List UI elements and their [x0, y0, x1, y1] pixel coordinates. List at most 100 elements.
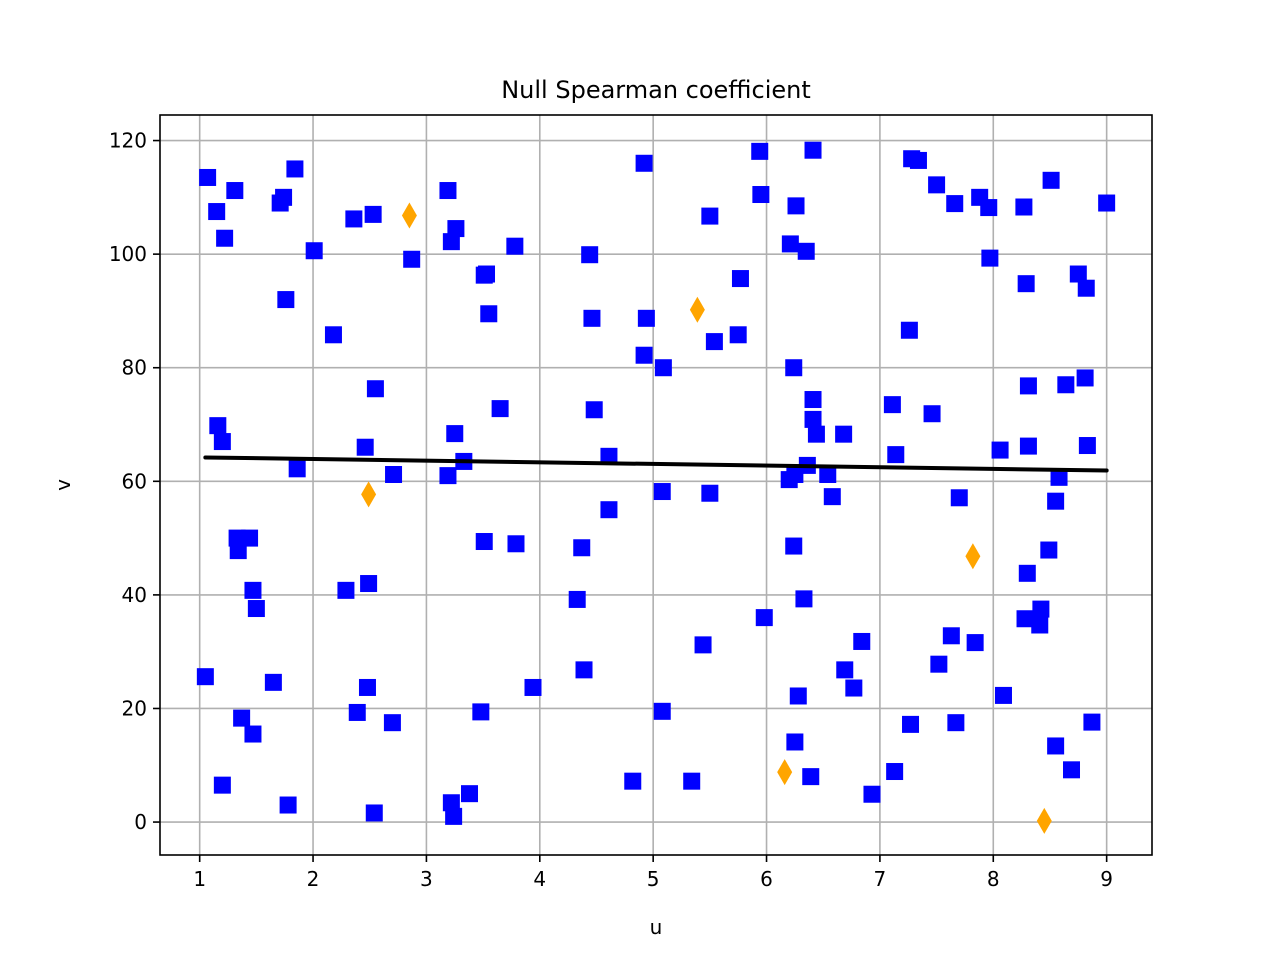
data-point — [853, 632, 871, 650]
data-point — [286, 160, 304, 178]
data-point — [1017, 275, 1035, 293]
data-point — [1076, 369, 1094, 387]
data-point — [845, 679, 863, 697]
data-point — [226, 182, 244, 200]
x-tick-label: 8 — [987, 867, 1000, 891]
outlier-point — [401, 202, 417, 229]
data-point — [1047, 737, 1065, 755]
data-point — [785, 359, 803, 377]
data-point — [366, 380, 384, 398]
data-point — [264, 673, 282, 691]
data-point — [786, 733, 804, 751]
data-point — [345, 210, 363, 228]
y-tick-label: 100 — [109, 242, 147, 266]
outlier-point — [965, 543, 981, 570]
data-point — [445, 807, 463, 825]
data-point — [241, 529, 259, 547]
data-point — [624, 772, 642, 790]
y-tick-label: 60 — [122, 469, 147, 493]
data-point — [244, 581, 262, 599]
data-point — [213, 433, 231, 451]
data-point — [683, 772, 701, 790]
x-tick-label: 2 — [307, 867, 320, 891]
data-point — [789, 687, 807, 705]
data-point — [883, 396, 901, 414]
data-point — [1032, 600, 1050, 618]
data-point — [886, 763, 904, 781]
data-point — [1016, 610, 1034, 628]
data-point — [365, 804, 383, 822]
x-axis-label: u — [650, 915, 663, 939]
data-point — [966, 634, 984, 652]
data-point — [208, 203, 226, 221]
data-point — [442, 794, 460, 812]
data-point — [581, 246, 599, 264]
data-point — [1050, 468, 1068, 486]
data-point — [275, 188, 293, 206]
data-point — [446, 425, 464, 443]
outlier-point — [1036, 807, 1052, 834]
data-point — [1019, 377, 1037, 395]
data-point — [807, 425, 825, 443]
data-point — [1015, 198, 1033, 216]
data-point — [600, 501, 618, 519]
x-tick-label: 1 — [193, 867, 206, 891]
data-point — [279, 796, 297, 814]
y-tick-label: 80 — [122, 356, 147, 380]
fit-line — [203, 455, 1109, 473]
data-point — [823, 488, 841, 506]
outlier-point — [361, 481, 377, 508]
data-point — [1018, 564, 1036, 582]
x-tick-label: 9 — [1100, 867, 1113, 891]
data-point — [900, 321, 918, 339]
data-point — [1069, 265, 1087, 283]
data-point — [930, 655, 948, 673]
x-axis: 1 2 3 4 5 6 7 8 9 — [193, 855, 1113, 891]
data-point — [654, 359, 672, 377]
data-point — [356, 438, 374, 456]
data-point — [1019, 437, 1037, 455]
data-point — [653, 702, 671, 720]
data-point — [491, 400, 509, 418]
data-point — [795, 590, 813, 608]
data-point — [348, 703, 366, 721]
data-point — [583, 309, 601, 327]
data-point — [835, 425, 853, 443]
data-point — [507, 535, 525, 553]
data-point — [863, 785, 881, 803]
y-tick-label: 0 — [134, 810, 147, 834]
y-axis: 0 20 40 60 80 100 120 — [109, 129, 160, 834]
data-point — [755, 609, 773, 627]
data-point — [358, 678, 376, 696]
data-point — [1063, 761, 1081, 779]
data-point — [701, 484, 719, 502]
data-point — [385, 465, 403, 483]
data-point — [383, 714, 401, 732]
data-point — [701, 207, 719, 225]
data-point — [233, 709, 251, 727]
data-point — [568, 590, 586, 608]
x-tick-label: 7 — [874, 867, 887, 891]
data-point — [461, 785, 479, 803]
y-tick-label: 120 — [109, 129, 147, 153]
data-point — [480, 305, 498, 323]
data-point — [1047, 492, 1065, 510]
data-point — [781, 235, 799, 253]
data-point — [1042, 171, 1060, 189]
data-point — [694, 636, 712, 654]
data-point — [1083, 713, 1101, 731]
data-point — [199, 168, 217, 186]
data-point — [1057, 376, 1075, 394]
data-point — [247, 600, 265, 618]
data-point — [447, 220, 465, 238]
regression-line — [203, 455, 1109, 473]
data-point — [887, 446, 905, 464]
data-point — [288, 460, 306, 478]
data-point — [994, 686, 1012, 704]
x-tick-label: 5 — [647, 867, 660, 891]
data-point — [635, 154, 653, 172]
data-point — [902, 715, 920, 733]
data-point — [209, 417, 227, 435]
